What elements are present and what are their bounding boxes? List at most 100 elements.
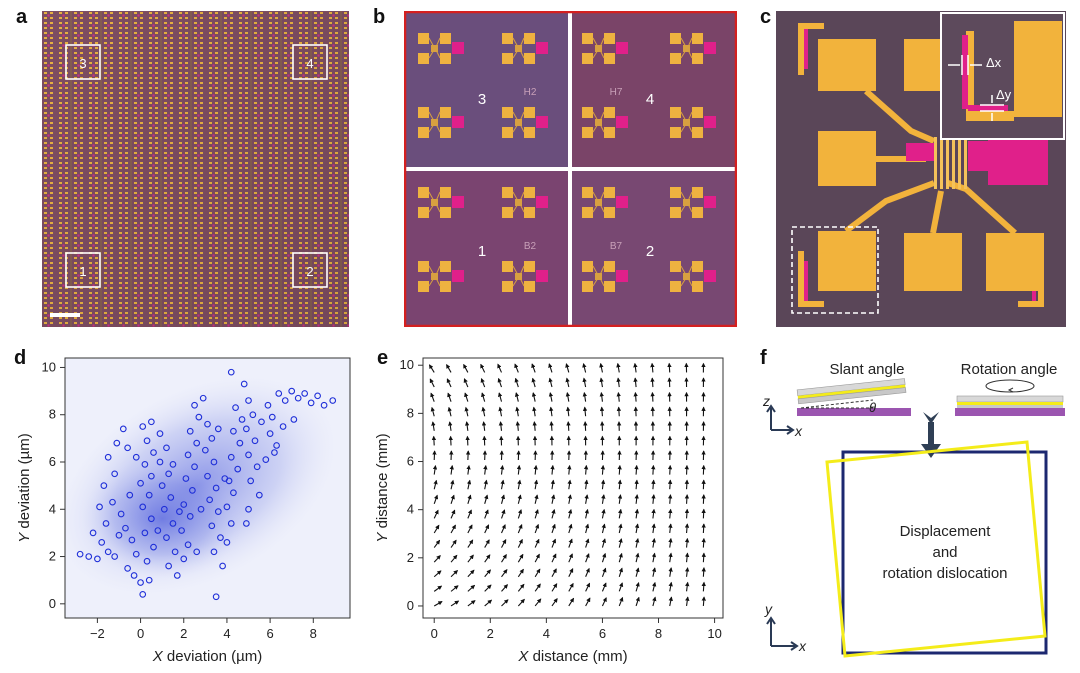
quiver-arrow bbox=[635, 567, 640, 577]
quiver-arrow bbox=[467, 584, 476, 592]
quiver-arrow bbox=[433, 585, 443, 592]
scatter-point bbox=[124, 565, 131, 572]
scatter-point bbox=[258, 418, 265, 426]
quiver-arrow bbox=[500, 494, 506, 504]
quiver-arrow bbox=[668, 523, 673, 534]
quiver-arrow bbox=[467, 569, 475, 578]
x-axis-var: X bbox=[152, 648, 164, 665]
slant-stack: θ bbox=[796, 378, 911, 416]
quiver-arrow bbox=[517, 494, 522, 504]
scatter-point bbox=[143, 437, 151, 445]
quiver-arrow bbox=[533, 479, 539, 490]
quiver-arrow bbox=[551, 583, 558, 592]
scatter-point bbox=[169, 520, 177, 527]
quiver-arrow bbox=[599, 406, 605, 417]
rotation-angle-title: Rotation angle bbox=[961, 361, 1058, 378]
quiver-arrow bbox=[550, 479, 555, 490]
scatter-point bbox=[180, 501, 188, 508]
quiver-arrow bbox=[617, 494, 623, 504]
center-text-line-2: and bbox=[932, 544, 957, 561]
quiver-arrow bbox=[601, 567, 607, 577]
quiver-arrow bbox=[701, 552, 706, 563]
quiver-arrow bbox=[667, 362, 672, 373]
scatter-point bbox=[102, 520, 110, 527]
quiver-arrow bbox=[616, 391, 621, 402]
quiver-arrow bbox=[668, 508, 673, 519]
quiver-arrow bbox=[467, 554, 474, 563]
quiver-arrow bbox=[431, 421, 436, 431]
quiver-arrow bbox=[551, 509, 556, 519]
quiver-arrow bbox=[467, 509, 472, 519]
scatter-point bbox=[294, 394, 302, 402]
scatter-point bbox=[268, 413, 276, 421]
quiver-arrow bbox=[432, 464, 438, 475]
scatter-point bbox=[227, 368, 235, 376]
y-tick-label: 4 bbox=[407, 502, 414, 517]
scatter-point bbox=[189, 487, 196, 494]
yellow-frame bbox=[825, 440, 1047, 658]
y-axis-var: Y bbox=[16, 532, 33, 543]
scatter-point bbox=[171, 548, 179, 556]
quiver-arrow bbox=[651, 494, 656, 504]
scale-bar bbox=[50, 313, 80, 317]
quiver-arrow bbox=[534, 553, 540, 563]
scatter-point bbox=[167, 494, 175, 501]
quiver-arrow bbox=[484, 554, 491, 563]
quiver-arrow bbox=[467, 539, 474, 548]
scatter-point bbox=[182, 475, 190, 482]
magenta-region bbox=[906, 135, 1048, 185]
quadrant-3-bg bbox=[404, 11, 568, 167]
quiver-arrow bbox=[650, 362, 655, 373]
quiver-arrow bbox=[483, 464, 488, 475]
quiver-arrow bbox=[549, 421, 554, 431]
x-tick-label: 0 bbox=[431, 626, 438, 641]
theta-label: θ bbox=[869, 400, 876, 415]
x-axis-unit: distance (mm) bbox=[528, 648, 627, 665]
quiver-arrow bbox=[618, 582, 624, 592]
quiver-arrow bbox=[633, 391, 638, 402]
quiver-arrow bbox=[585, 553, 590, 563]
scatter-point bbox=[281, 397, 289, 404]
quiver-arrow bbox=[582, 406, 588, 417]
scatter-point bbox=[210, 458, 218, 466]
scatter-point bbox=[251, 437, 259, 445]
quiver-arrow bbox=[584, 494, 589, 504]
quiver-arrow bbox=[599, 377, 604, 388]
scatter-point bbox=[148, 515, 155, 523]
quiver-arrow bbox=[617, 464, 622, 475]
quiver-arrow bbox=[464, 406, 469, 417]
scatter-point bbox=[176, 508, 183, 515]
scatter-point bbox=[193, 439, 201, 447]
quiver-arrow bbox=[433, 600, 443, 607]
quiver-arrow bbox=[484, 539, 490, 548]
quiver-arrow bbox=[532, 406, 537, 417]
panel-label-e: e bbox=[377, 347, 389, 369]
quiver-arrow bbox=[517, 553, 524, 563]
quiver-arrow bbox=[501, 524, 506, 534]
scatter-point bbox=[145, 576, 153, 584]
pad-bottom-right bbox=[986, 233, 1044, 291]
y-tick-label: 10 bbox=[42, 359, 56, 374]
y-axis-unit: distance (mm) bbox=[374, 433, 391, 532]
quiver-arrow bbox=[634, 479, 639, 490]
corner-mark-bl bbox=[798, 251, 824, 307]
plot-frame bbox=[422, 357, 724, 619]
quiver-arrow bbox=[616, 406, 622, 417]
scatter-point bbox=[223, 503, 231, 511]
axis-x-label-bottom: x bbox=[798, 638, 807, 654]
scatter-point bbox=[178, 527, 185, 534]
quiver-arrow bbox=[483, 479, 488, 490]
scatter-point bbox=[137, 579, 144, 586]
quiver-arrow bbox=[568, 582, 574, 592]
quiver-arrow bbox=[532, 421, 537, 431]
plot-frame bbox=[64, 357, 351, 619]
x-axis-var: X bbox=[517, 648, 529, 665]
quiver-arrow bbox=[430, 392, 435, 402]
scatter-point bbox=[217, 534, 224, 541]
quiver-arrow bbox=[565, 363, 570, 373]
scatter-point bbox=[184, 541, 192, 549]
marker-box-2 bbox=[292, 252, 328, 288]
quiver-arrow bbox=[467, 600, 476, 607]
rotation-ellipse bbox=[985, 379, 1035, 393]
